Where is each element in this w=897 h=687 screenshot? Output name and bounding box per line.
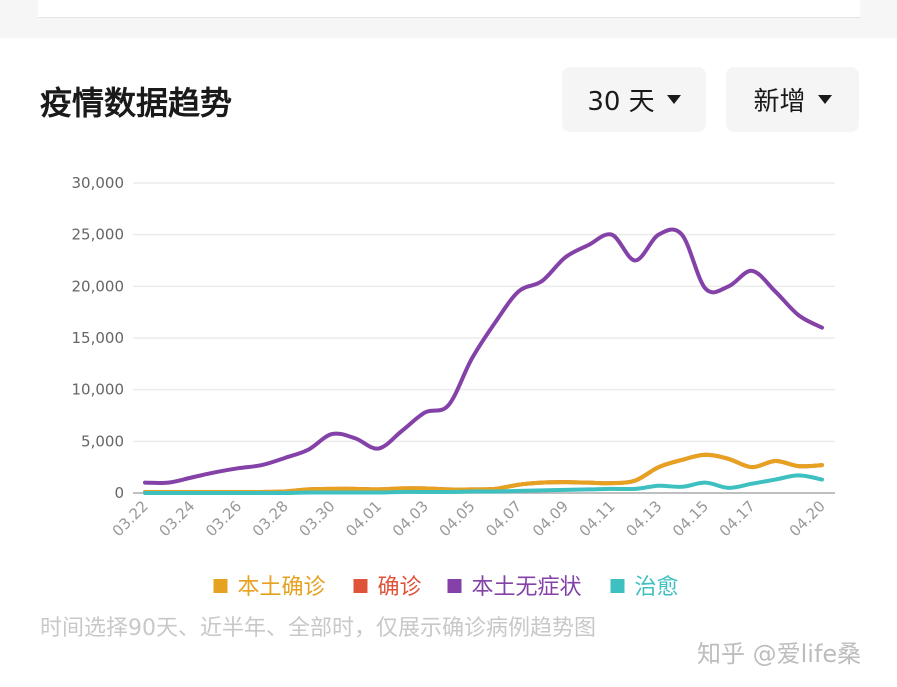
x-tick-label: 04.07 — [482, 497, 525, 540]
x-tick-label: 04.17 — [716, 497, 759, 540]
legend-label: 本土确诊 — [238, 575, 326, 600]
legend-item: 本土无症状 — [447, 575, 582, 600]
legend-swatch — [353, 579, 368, 593]
x-tick-label: 03.22 — [109, 497, 152, 540]
x-tick-label: 03.24 — [155, 497, 198, 540]
legend-label: 治愈 — [635, 575, 679, 600]
legend-item: 本土确诊 — [213, 575, 326, 600]
x-tick-label: 03.30 — [295, 497, 338, 540]
x-tick-label: 04.15 — [669, 497, 712, 540]
legend-swatch — [610, 579, 625, 593]
y-tick-label: 15,000 — [72, 329, 125, 347]
dropdown-arrow — [817, 94, 832, 104]
top-card — [38, 0, 860, 18]
y-tick-label: 30,000 — [72, 174, 125, 192]
series-line — [143, 473, 824, 496]
legend-label: 本土无症状 — [472, 575, 582, 600]
legend-label: 确诊 — [378, 575, 422, 600]
legend-swatch — [447, 579, 462, 593]
x-tick-label: 04.01 — [342, 497, 385, 540]
x-tick-label: 04.03 — [389, 497, 432, 540]
range-dropdown[interactable]: 30 天 — [562, 67, 706, 132]
footnote: 时间选择90天、近半年、全部时，仅展示确诊病例趋势图 — [40, 616, 596, 641]
x-tick-label: 04.13 — [622, 497, 665, 540]
y-tick-label: 0 — [114, 484, 124, 502]
legend-item: 确诊 — [353, 575, 422, 600]
x-tick-label: 03.28 — [249, 497, 292, 540]
y-tick-label: 10,000 — [72, 381, 125, 399]
top-band — [0, 0, 897, 38]
section-title: 疫情数据趋势 — [40, 84, 233, 122]
range-label: 30 天 — [587, 87, 655, 117]
y-tick-label: 25,000 — [72, 226, 125, 244]
y-tick-label: 5,000 — [81, 432, 124, 450]
x-tick-label: 04.11 — [576, 497, 619, 540]
y-tick-label: 20,000 — [72, 277, 125, 295]
x-tick-label: 04.20 — [786, 497, 829, 540]
x-tick-label: 03.26 — [202, 497, 245, 540]
dropdown-arrow — [666, 94, 681, 104]
legend-item: 治愈 — [610, 575, 679, 600]
x-tick-label: 04.05 — [436, 497, 479, 540]
mode-label: 新增 — [753, 87, 806, 117]
x-tick-label: 04.09 — [529, 497, 572, 540]
chart: 0 5,000 10,000 15,000 20,000 25,000 30,000 03.2… — [72, 174, 835, 600]
mode-dropdown[interactable]: 新增 — [726, 67, 859, 132]
watermark: 知乎 @爱life桑 — [697, 640, 862, 668]
legend-swatch — [213, 579, 228, 593]
series-line — [143, 227, 824, 486]
